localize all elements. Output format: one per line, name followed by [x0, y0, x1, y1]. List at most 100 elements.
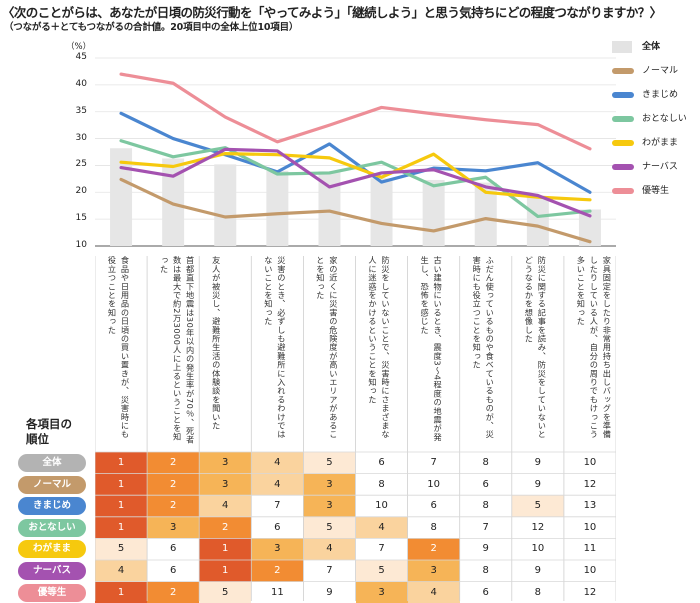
rank-title-line2: 順位 [26, 432, 49, 446]
rank-cell: 7 [274, 500, 281, 512]
rank-cell: 2 [147, 473, 200, 496]
legend-label: わがまま [642, 138, 679, 148]
legend-swatch [612, 164, 634, 170]
category-label: 防災に関する記事を読み、防災をしていないとどうなるかを想像した [523, 256, 547, 439]
rank-cell: 8 [482, 457, 489, 468]
rank-cell: 1 [95, 516, 148, 539]
y-tick-label: 25 [75, 159, 87, 170]
rank-cell: 4 [199, 495, 252, 517]
rank-cell: 3 [199, 473, 252, 496]
rank-cell: 3 [147, 516, 200, 539]
rank-cell: 6 [274, 521, 281, 533]
rank-cell: 5 [511, 495, 564, 517]
rank-cell: 10 [583, 565, 597, 576]
rank-cell: 3 [303, 473, 356, 496]
rank-cell: 3 [199, 452, 252, 474]
bar-overall [422, 179, 445, 246]
rank-cell: 1 [95, 581, 148, 603]
legend-label: ナーバス [642, 162, 678, 172]
legend-label: おとなしい [642, 114, 687, 124]
rank-cell: 7 [430, 457, 437, 468]
bar-overall [474, 182, 497, 246]
rank-cell: 1 [199, 538, 252, 560]
rank-cell: 9 [534, 478, 542, 490]
category-label: 首都直下地震は30年以内の発生率が70％、死者数は最大で約2万3000人に上ると… [159, 256, 196, 445]
rank-cell: 1 [95, 452, 148, 474]
rank-cell: 6 [169, 543, 177, 555]
rank-cell: 1 [199, 560, 252, 582]
bar-overall [110, 148, 133, 246]
category-label: ふだん使っているものや食べているものが、災害時にも役立つことを知った [471, 256, 495, 439]
y-tick-label: 10 [75, 240, 87, 250]
rank-cell: 2 [199, 516, 252, 539]
y-tick-label: 20 [75, 186, 87, 197]
rank-cell: 2 [407, 538, 460, 560]
rank-row-label: ノーマル [18, 475, 86, 494]
series-line [119, 72, 592, 151]
category-label: 食品や日用品の日頃の買い置きが、災害時にも役立つことを知った [107, 256, 130, 439]
series-line [119, 152, 592, 202]
category-column: 古い建物にいるとき、震度3〜4程度の地震が発生し、恐怖を感じた [408, 256, 460, 446]
category-column: 首都直下地震は30年以内の発生率が70％、死者数は最大で約2万3000人に上ると… [147, 256, 199, 446]
rank-cell: 5 [303, 452, 356, 474]
rank-cell: 10 [531, 543, 545, 555]
legend-swatch [612, 116, 634, 122]
chart-subtitle: （つながる＋とてもつながるの合計値。20項目中の全体上位10項目） [4, 22, 299, 33]
rank-cell: 8 [430, 521, 437, 533]
legend-label: 全体 [642, 42, 661, 52]
bar-overall [214, 164, 237, 246]
rank-cell: 8 [482, 500, 489, 512]
rank-cell: 7 [482, 521, 489, 533]
rank-cell: 8 [482, 565, 489, 576]
legend-swatch [612, 68, 634, 74]
legend-swatch [612, 140, 634, 146]
series-line [119, 177, 592, 244]
category-label: 防災をしていないことで、災害時にさまざまな人に迷惑をかけるということを知った [367, 256, 391, 439]
rank-cell: 11 [270, 586, 284, 598]
legend-label: ノーマル [642, 66, 679, 76]
rank-table-title: 各項目の 順位 [26, 417, 72, 447]
rank-cell: 3 [251, 538, 304, 560]
rank-cell: 4 [407, 581, 460, 603]
rank-cell: 8 [534, 586, 542, 598]
y-axis-unit: （%） [66, 42, 92, 52]
legend-label: 優等生 [642, 186, 670, 196]
category-column: 友人が被災し、避難所生活の体験談を聞いた [199, 256, 251, 446]
rank-cell: 11 [583, 543, 597, 555]
rank-cell: 10 [583, 521, 597, 533]
chart-title: 〈次のことがらは、あなたが日頃の防災行動を「やってみよう」「継続しよう」と思う気… [2, 5, 662, 20]
rank-cell: 9 [534, 565, 542, 576]
rank-cell: 9 [326, 586, 333, 598]
bar-overall [578, 209, 601, 246]
y-tick-label: 35 [75, 105, 87, 116]
rank-cell: 3 [303, 495, 356, 517]
rank-cell: 4 [355, 516, 408, 539]
rank-cell: 9 [482, 543, 489, 555]
y-tick-label: 15 [75, 213, 87, 224]
category-label: 友人が被災し、避難所生活の体験談を聞いた [211, 256, 222, 430]
rank-cell: 4 [251, 452, 304, 474]
category-column: 防災に関する記事を読み、防災をしていないとどうなるかを想像した [512, 256, 564, 446]
rank-cell: 8 [378, 478, 385, 490]
rank-cell: 12 [531, 521, 545, 533]
rank-cell: 5 [95, 538, 148, 560]
rank-cell: 5 [199, 581, 252, 603]
rank-title-line1: 各項目の [26, 417, 72, 431]
rank-cell: 1 [95, 473, 148, 496]
bar-overall [526, 196, 549, 246]
legend-swatch [612, 41, 632, 53]
rank-cell: 6 [482, 586, 489, 598]
category-column: 防災をしていないことで、災害時にさまざまな人に迷惑をかけるということを知った [356, 256, 408, 446]
category-column: 災害のとき、必ずしも避難所に入れるわけではないことを知った [251, 256, 303, 446]
rank-cell: 5 [303, 516, 356, 539]
rank-cell: 2 [147, 581, 200, 603]
legend-swatch [612, 92, 634, 98]
rank-cell: 6 [169, 565, 177, 576]
rank-cell: 10 [583, 457, 597, 468]
bar-overall [266, 170, 289, 246]
rank-cell: 2 [251, 560, 304, 582]
rank-row-label: わがまま [18, 540, 86, 559]
category-label: 古い建物にいるとき、震度3〜4程度の地震が発生し、恐怖を感じた [419, 256, 443, 442]
rank-row-label: おとなしい [18, 518, 86, 537]
legend-swatch [612, 188, 634, 194]
